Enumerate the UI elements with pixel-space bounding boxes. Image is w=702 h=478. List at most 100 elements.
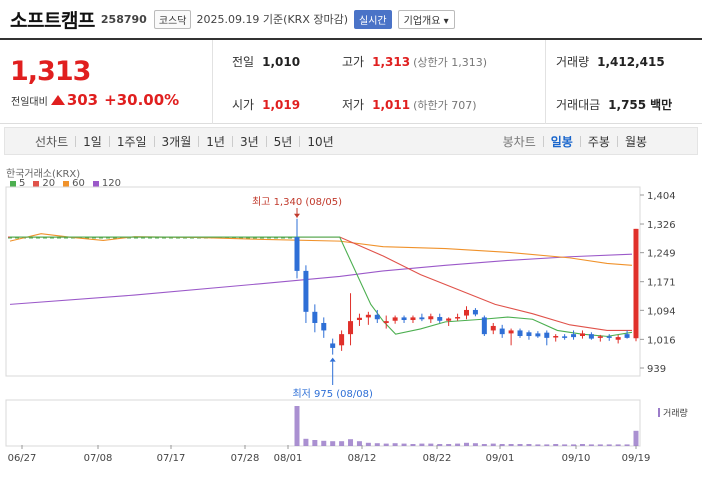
volume-bar	[365, 442, 371, 446]
x-tick-label: 09/19	[622, 453, 651, 464]
tab-1y[interactable]: 1년	[206, 134, 225, 149]
volume-bar	[615, 444, 621, 446]
tab-10y[interactable]: 10년	[307, 134, 334, 149]
change-row: 전일대비 303 +30.00%	[11, 91, 179, 109]
candle-body	[330, 343, 336, 348]
volume-bar	[330, 441, 336, 446]
open-price: 시가 1,019	[232, 96, 300, 113]
volume-bar	[579, 444, 585, 446]
tab-divider	[75, 135, 77, 147]
candle-body	[312, 311, 318, 323]
candle-body	[615, 337, 621, 340]
volume-bar	[553, 444, 559, 446]
volume-bar	[446, 444, 452, 446]
volume-bar	[606, 444, 612, 446]
candle-body	[517, 330, 523, 337]
candle-body	[356, 317, 362, 321]
company-overview-dropdown[interactable]: 기업개요 ▾	[397, 9, 455, 29]
y-tick-label: 939	[647, 364, 666, 375]
candle-body	[383, 321, 389, 323]
y-tick-label: 1,404	[647, 191, 676, 202]
y-tick-label: 1,249	[647, 249, 676, 260]
volume: 거래량 1,412,415	[556, 53, 665, 70]
x-tick-label: 07/28	[231, 453, 260, 464]
x-tick-label: 07/17	[157, 453, 186, 464]
tab-3m[interactable]: 3개월	[161, 134, 192, 149]
legend-ma20: 20	[33, 178, 55, 189]
volume-bar	[428, 443, 434, 446]
tab-5y[interactable]: 5년	[273, 134, 293, 149]
moving-average-ma5	[10, 236, 633, 337]
stock-candlestick-chart[interactable]: 1,404 1,326 1,249 1,171 1,094 1,016 939 06/27 07…	[0, 185, 702, 478]
stock-name: 소프트캠프	[10, 9, 95, 32]
candle-body	[294, 237, 300, 271]
legend-label: 120	[101, 178, 121, 189]
candle-body	[410, 317, 416, 321]
volume-bar	[544, 444, 550, 446]
candle-body	[579, 333, 585, 337]
low-value: 1,011	[372, 98, 411, 112]
tab-1w[interactable]: 1주일	[116, 134, 147, 149]
tab-divider	[108, 135, 110, 147]
volume-bar	[633, 430, 639, 446]
price-summary: 1,313 전일대비 303 +30.00% 전일 1,010 고가 1,313…	[0, 40, 702, 124]
volume-bar	[624, 444, 630, 446]
candle-body	[437, 317, 443, 321]
legend-label: 20	[42, 178, 56, 189]
x-tick-label: 08/22	[423, 453, 452, 464]
candle-body	[401, 317, 407, 321]
x-tick-label: 09/10	[562, 453, 591, 464]
summary-divider	[545, 40, 546, 124]
volume-bar	[410, 444, 416, 446]
base-date: 2025.09.19 기준(KRX 장마감)	[196, 13, 349, 26]
volume-bar	[508, 444, 514, 446]
volume-bar	[437, 444, 443, 446]
candle-body	[339, 334, 345, 346]
volume-legend-swatch	[658, 408, 660, 417]
candle-body	[606, 336, 612, 338]
volume-bar	[321, 440, 327, 446]
tab-daily[interactable]: 일봉	[550, 134, 573, 149]
candle-body	[562, 336, 568, 338]
candle-body	[597, 336, 603, 338]
stock-code: 258790	[100, 12, 147, 26]
volume-value: 1,412,415	[597, 55, 665, 69]
volume-bar	[535, 444, 541, 446]
candle-body	[571, 334, 577, 338]
header-divider	[0, 38, 702, 40]
tab-1d[interactable]: 1일	[83, 134, 102, 149]
high-annotation: 최고 1,340 (08/05)	[252, 196, 342, 208]
high-value: 1,313	[372, 55, 411, 69]
volume-bar	[481, 444, 487, 446]
realtime-button[interactable]: 실시간	[354, 9, 392, 29]
volume-bar	[392, 443, 398, 446]
candle-body	[535, 333, 541, 337]
volume-bar	[303, 438, 309, 446]
candle-body	[499, 328, 505, 335]
candle-body	[365, 314, 371, 318]
volume-bar	[339, 441, 345, 446]
tab-weekly[interactable]: 주봉	[587, 134, 610, 149]
open-label: 시가	[232, 98, 255, 112]
candle-body	[348, 321, 354, 335]
high-label: 고가	[342, 55, 365, 69]
tab-monthly[interactable]: 월봉	[624, 134, 648, 149]
ma-legend: 5 20 60 120	[10, 178, 129, 189]
chart-source: 한국거래소(KRX)	[6, 169, 81, 180]
legend-label: 5	[19, 178, 26, 189]
price-plot-frame	[5, 186, 641, 377]
y-tick-label: 1,326	[647, 220, 676, 231]
prev-close: 전일 1,010	[232, 53, 300, 70]
low-annotation: 최저 975 (08/08)	[292, 388, 373, 400]
upper-limit: (상한가 1,313)	[413, 56, 487, 69]
volume-bar	[597, 444, 603, 446]
legend-ma60: 60	[63, 178, 85, 189]
chart-tabs: 선차트 1일 1주일 3개월 1년 3년 5년 10년 봉차트 일봉 주봉 월봉	[4, 127, 698, 155]
tab-3y[interactable]: 3년	[239, 134, 259, 149]
volume-bar	[348, 439, 354, 446]
market-badge: 코스닥	[153, 9, 192, 29]
tab-divider	[231, 135, 233, 147]
moving-average-ma20	[10, 236, 632, 331]
volume-bar	[312, 440, 318, 446]
legend-ma5: 5	[10, 178, 25, 189]
